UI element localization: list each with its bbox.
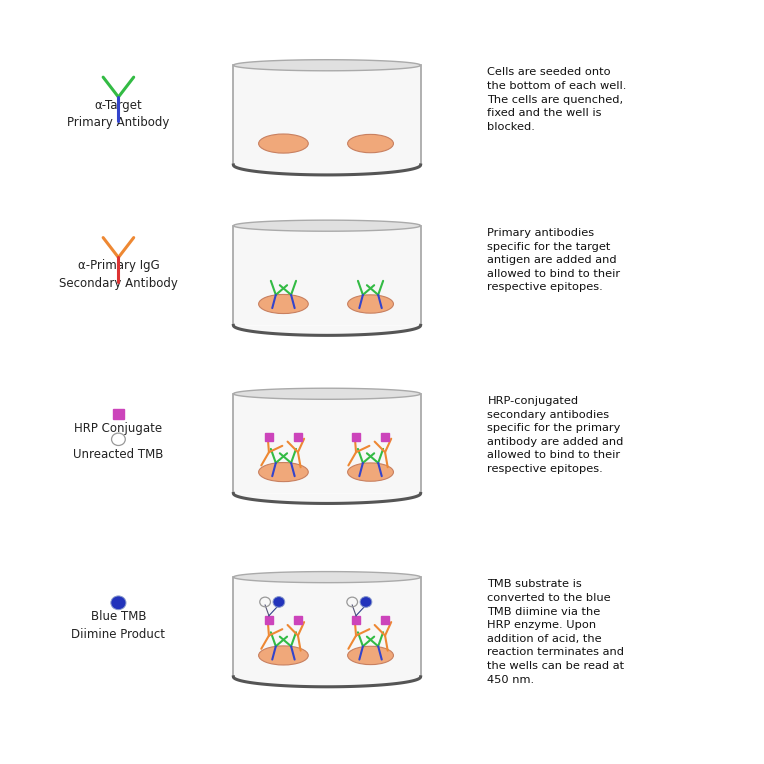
Polygon shape [352, 617, 360, 624]
Ellipse shape [348, 295, 393, 313]
Polygon shape [381, 433, 389, 441]
Ellipse shape [348, 463, 393, 481]
Polygon shape [234, 388, 420, 400]
Text: Primary antibodies
specific for the target
antigen are added and
allowed to bind: Primary antibodies specific for the targ… [487, 228, 620, 293]
Polygon shape [265, 433, 273, 441]
Text: α-Primary IgG: α-Primary IgG [77, 259, 160, 272]
Ellipse shape [360, 597, 372, 607]
Polygon shape [113, 409, 124, 419]
Text: HRP-conjugated
secondary antibodies
specific for the primary
antibody are added : HRP-conjugated secondary antibodies spec… [487, 396, 624, 474]
Ellipse shape [259, 462, 309, 481]
Ellipse shape [348, 134, 393, 153]
Ellipse shape [348, 646, 393, 665]
Polygon shape [234, 60, 420, 71]
Text: Cells are seeded onto
the bottom of each well.
The cells are quenched,
fixed and: Cells are seeded onto the bottom of each… [487, 67, 626, 132]
Text: Secondary Antibody: Secondary Antibody [59, 277, 178, 290]
Ellipse shape [259, 646, 309, 665]
Polygon shape [234, 677, 420, 687]
Polygon shape [234, 225, 420, 325]
Text: α-Target: α-Target [95, 99, 142, 112]
Polygon shape [265, 617, 273, 624]
Polygon shape [234, 494, 420, 503]
Polygon shape [234, 65, 420, 165]
Polygon shape [294, 433, 302, 441]
Polygon shape [352, 433, 360, 441]
Ellipse shape [259, 294, 309, 313]
Ellipse shape [273, 597, 285, 607]
Text: TMB substrate is
converted to the blue
TMB diimine via the
HRP enzyme. Upon
addi: TMB substrate is converted to the blue T… [487, 579, 624, 685]
Text: HRP Conjugate: HRP Conjugate [74, 422, 163, 435]
Ellipse shape [259, 134, 309, 153]
Polygon shape [234, 325, 420, 335]
Polygon shape [234, 393, 420, 494]
Text: Blue TMB: Blue TMB [91, 610, 146, 623]
Text: Unreacted TMB: Unreacted TMB [73, 448, 163, 461]
Polygon shape [294, 617, 302, 624]
Ellipse shape [111, 596, 126, 610]
Polygon shape [234, 577, 420, 677]
Text: Primary Antibody: Primary Antibody [67, 116, 170, 129]
Polygon shape [381, 617, 389, 624]
Text: Diimine Product: Diimine Product [71, 628, 166, 641]
Polygon shape [234, 165, 420, 175]
Polygon shape [234, 571, 420, 583]
Polygon shape [234, 220, 420, 231]
